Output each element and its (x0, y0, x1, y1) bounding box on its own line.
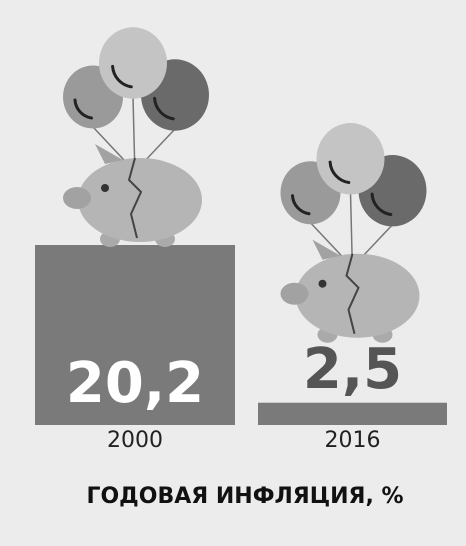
value-label: 20,2 (66, 351, 204, 416)
balloon (317, 123, 385, 194)
pig-eye (101, 184, 109, 192)
x-tick-label: 2016 (325, 428, 381, 453)
balloon (99, 27, 167, 98)
bar (258, 403, 447, 425)
chart: ГОДОВАЯ ИНФЛЯЦИЯ, % 20,2 2000 2,5 2016 (0, 0, 466, 546)
pig-snout (281, 283, 309, 305)
pig-eye (319, 280, 327, 288)
pig-snout (63, 187, 91, 209)
page: {"chart_data": {"type": "bar", "title": … (0, 0, 466, 546)
value-label: 2,5 (303, 337, 402, 402)
chart-title: ГОДОВАЯ ИНФЛЯЦИЯ, % (86, 484, 403, 509)
pig-body (78, 158, 202, 242)
x-tick-label: 2000 (107, 428, 163, 453)
pig-body (296, 254, 420, 338)
